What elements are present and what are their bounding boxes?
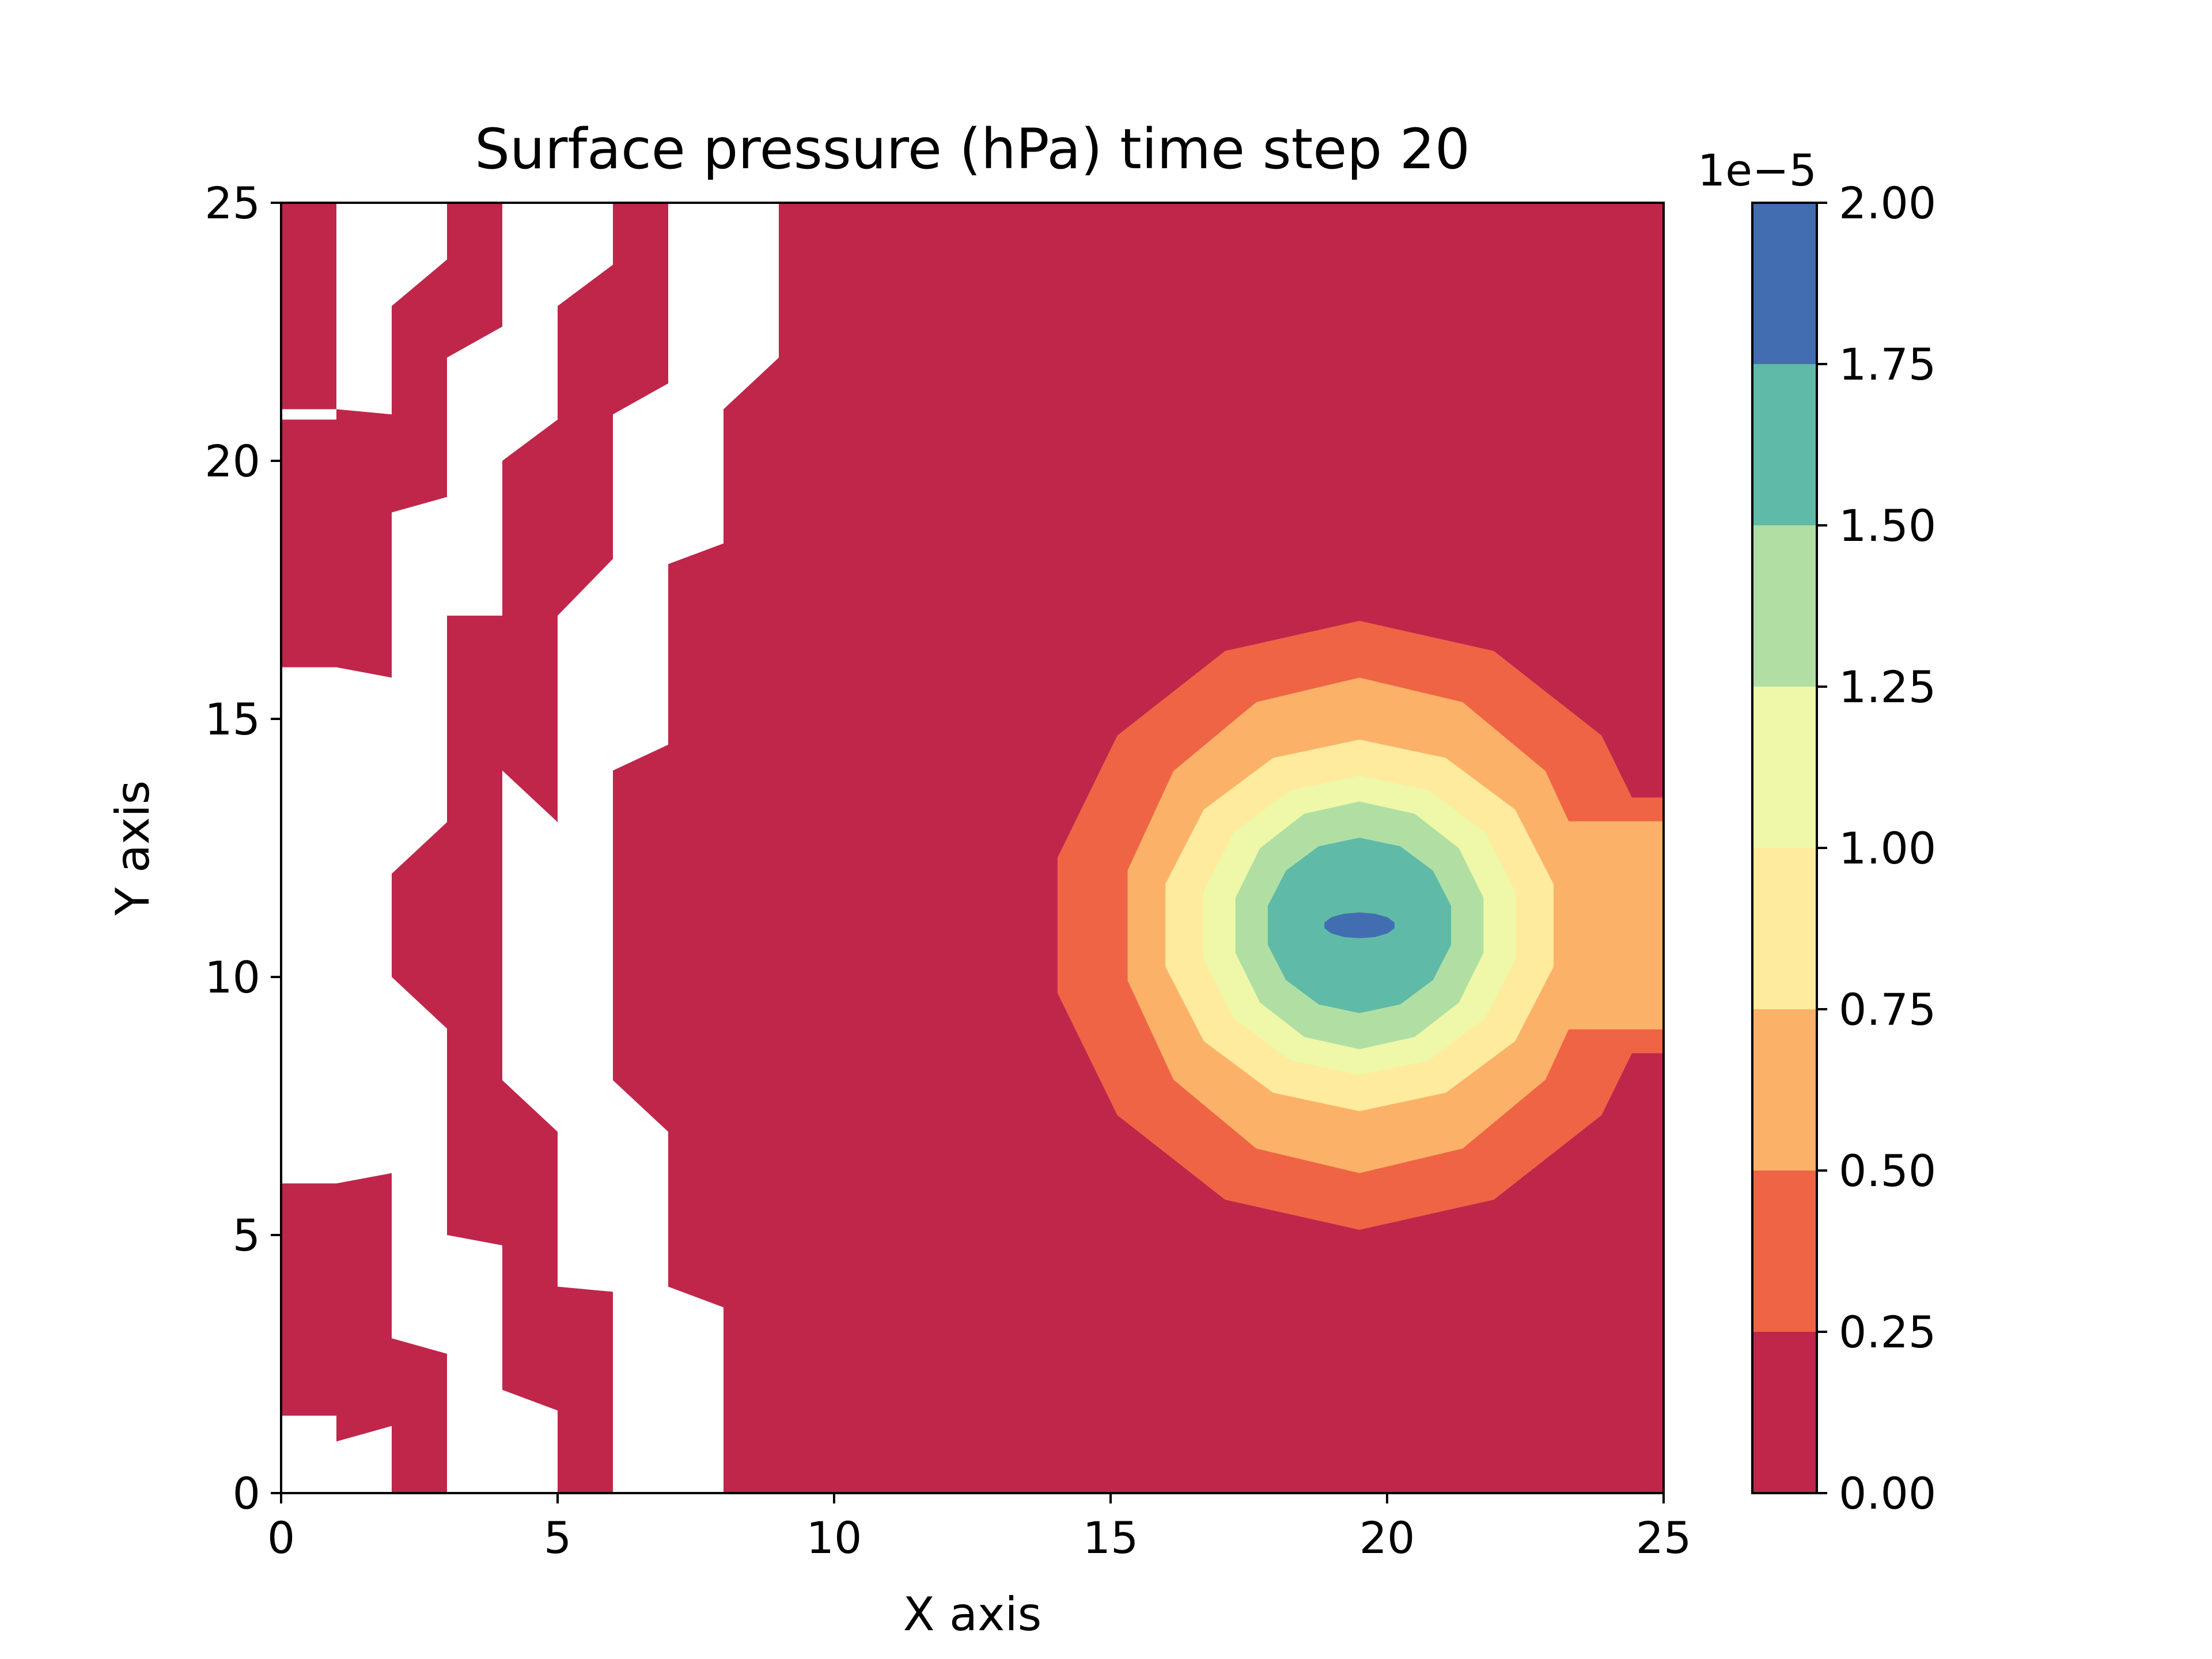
x-tick-label: 25 bbox=[1636, 1512, 1692, 1563]
y-tick-label: 5 bbox=[233, 1210, 260, 1261]
colorbar-tick-label: 1.50 bbox=[1839, 500, 1936, 551]
colorbar-tick-label: 0.50 bbox=[1839, 1145, 1936, 1196]
colorbar-band-4 bbox=[1752, 687, 1817, 848]
colorbar-tick-label: 0.25 bbox=[1839, 1306, 1936, 1358]
blank-region-1 bbox=[281, 409, 336, 420]
blank-region-3 bbox=[336, 203, 447, 415]
colorbar-band-7 bbox=[1752, 203, 1817, 364]
y-tick-label: 0 bbox=[233, 1468, 260, 1519]
blank-region-2 bbox=[281, 1415, 336, 1493]
x-tick-label: 0 bbox=[267, 1512, 295, 1563]
blank-region-5 bbox=[336, 1426, 392, 1493]
x-tick-label: 20 bbox=[1359, 1512, 1415, 1563]
colorbar-tick-label: 2.00 bbox=[1839, 177, 1936, 229]
y-tick-label: 25 bbox=[204, 177, 260, 229]
colorbar-tick-label: 0.00 bbox=[1839, 1468, 1936, 1519]
blank-region-4 bbox=[336, 203, 613, 1493]
colorbar-band-1 bbox=[1752, 1171, 1817, 1332]
colorbar-tick-label: 1.25 bbox=[1839, 661, 1936, 713]
x-tick-label: 15 bbox=[1083, 1512, 1139, 1563]
plot-area bbox=[281, 203, 1664, 1493]
blank-region-6 bbox=[502, 203, 779, 1493]
x-axis-label: X axis bbox=[903, 1588, 1042, 1641]
colorbar-ticks: 0.00 0.25 0.50 0.75 1.00 1.25 1.50 1.75 2.00 bbox=[1817, 177, 1936, 1519]
y-axis-ticks: 0 5 10 15 20 25 bbox=[204, 177, 281, 1519]
y-tick-label: 20 bbox=[204, 435, 260, 487]
colorbar-bands bbox=[1752, 203, 1817, 1493]
colorbar-tick-label: 1.75 bbox=[1839, 339, 1936, 390]
colorbar: 0.00 0.25 0.50 0.75 1.00 1.25 1.50 1.75 2.00 1e−… bbox=[1698, 145, 1936, 1519]
colorbar-band-0 bbox=[1752, 1332, 1817, 1493]
colorbar-tick-label: 1.00 bbox=[1839, 823, 1936, 874]
y-axis-label: Y axis bbox=[106, 781, 160, 916]
plot-frame bbox=[280, 202, 1665, 1494]
contour-bands bbox=[1057, 620, 1664, 1230]
colorbar-band-6 bbox=[1752, 364, 1817, 525]
colorbar-band-3 bbox=[1752, 848, 1817, 1009]
x-tick-label: 10 bbox=[806, 1512, 862, 1563]
x-tick-label: 5 bbox=[544, 1512, 571, 1563]
colorbar-tick-label: 0.75 bbox=[1839, 984, 1936, 1035]
contour-band-1.75 bbox=[1324, 912, 1395, 938]
colorbar-multiplier: 1e−5 bbox=[1698, 145, 1817, 196]
blank-region-0 bbox=[281, 667, 336, 1184]
y-tick-label: 15 bbox=[204, 694, 260, 745]
colorbar-band-5 bbox=[1752, 525, 1817, 687]
x-axis-ticks: 0 5 10 15 20 25 bbox=[267, 1493, 1692, 1563]
y-tick-label: 10 bbox=[204, 952, 260, 1003]
blank-regions bbox=[281, 203, 779, 1493]
chart-title: Surface pressure (hPa) time step 20 bbox=[475, 117, 1470, 181]
colorbar-band-2 bbox=[1752, 1009, 1817, 1171]
